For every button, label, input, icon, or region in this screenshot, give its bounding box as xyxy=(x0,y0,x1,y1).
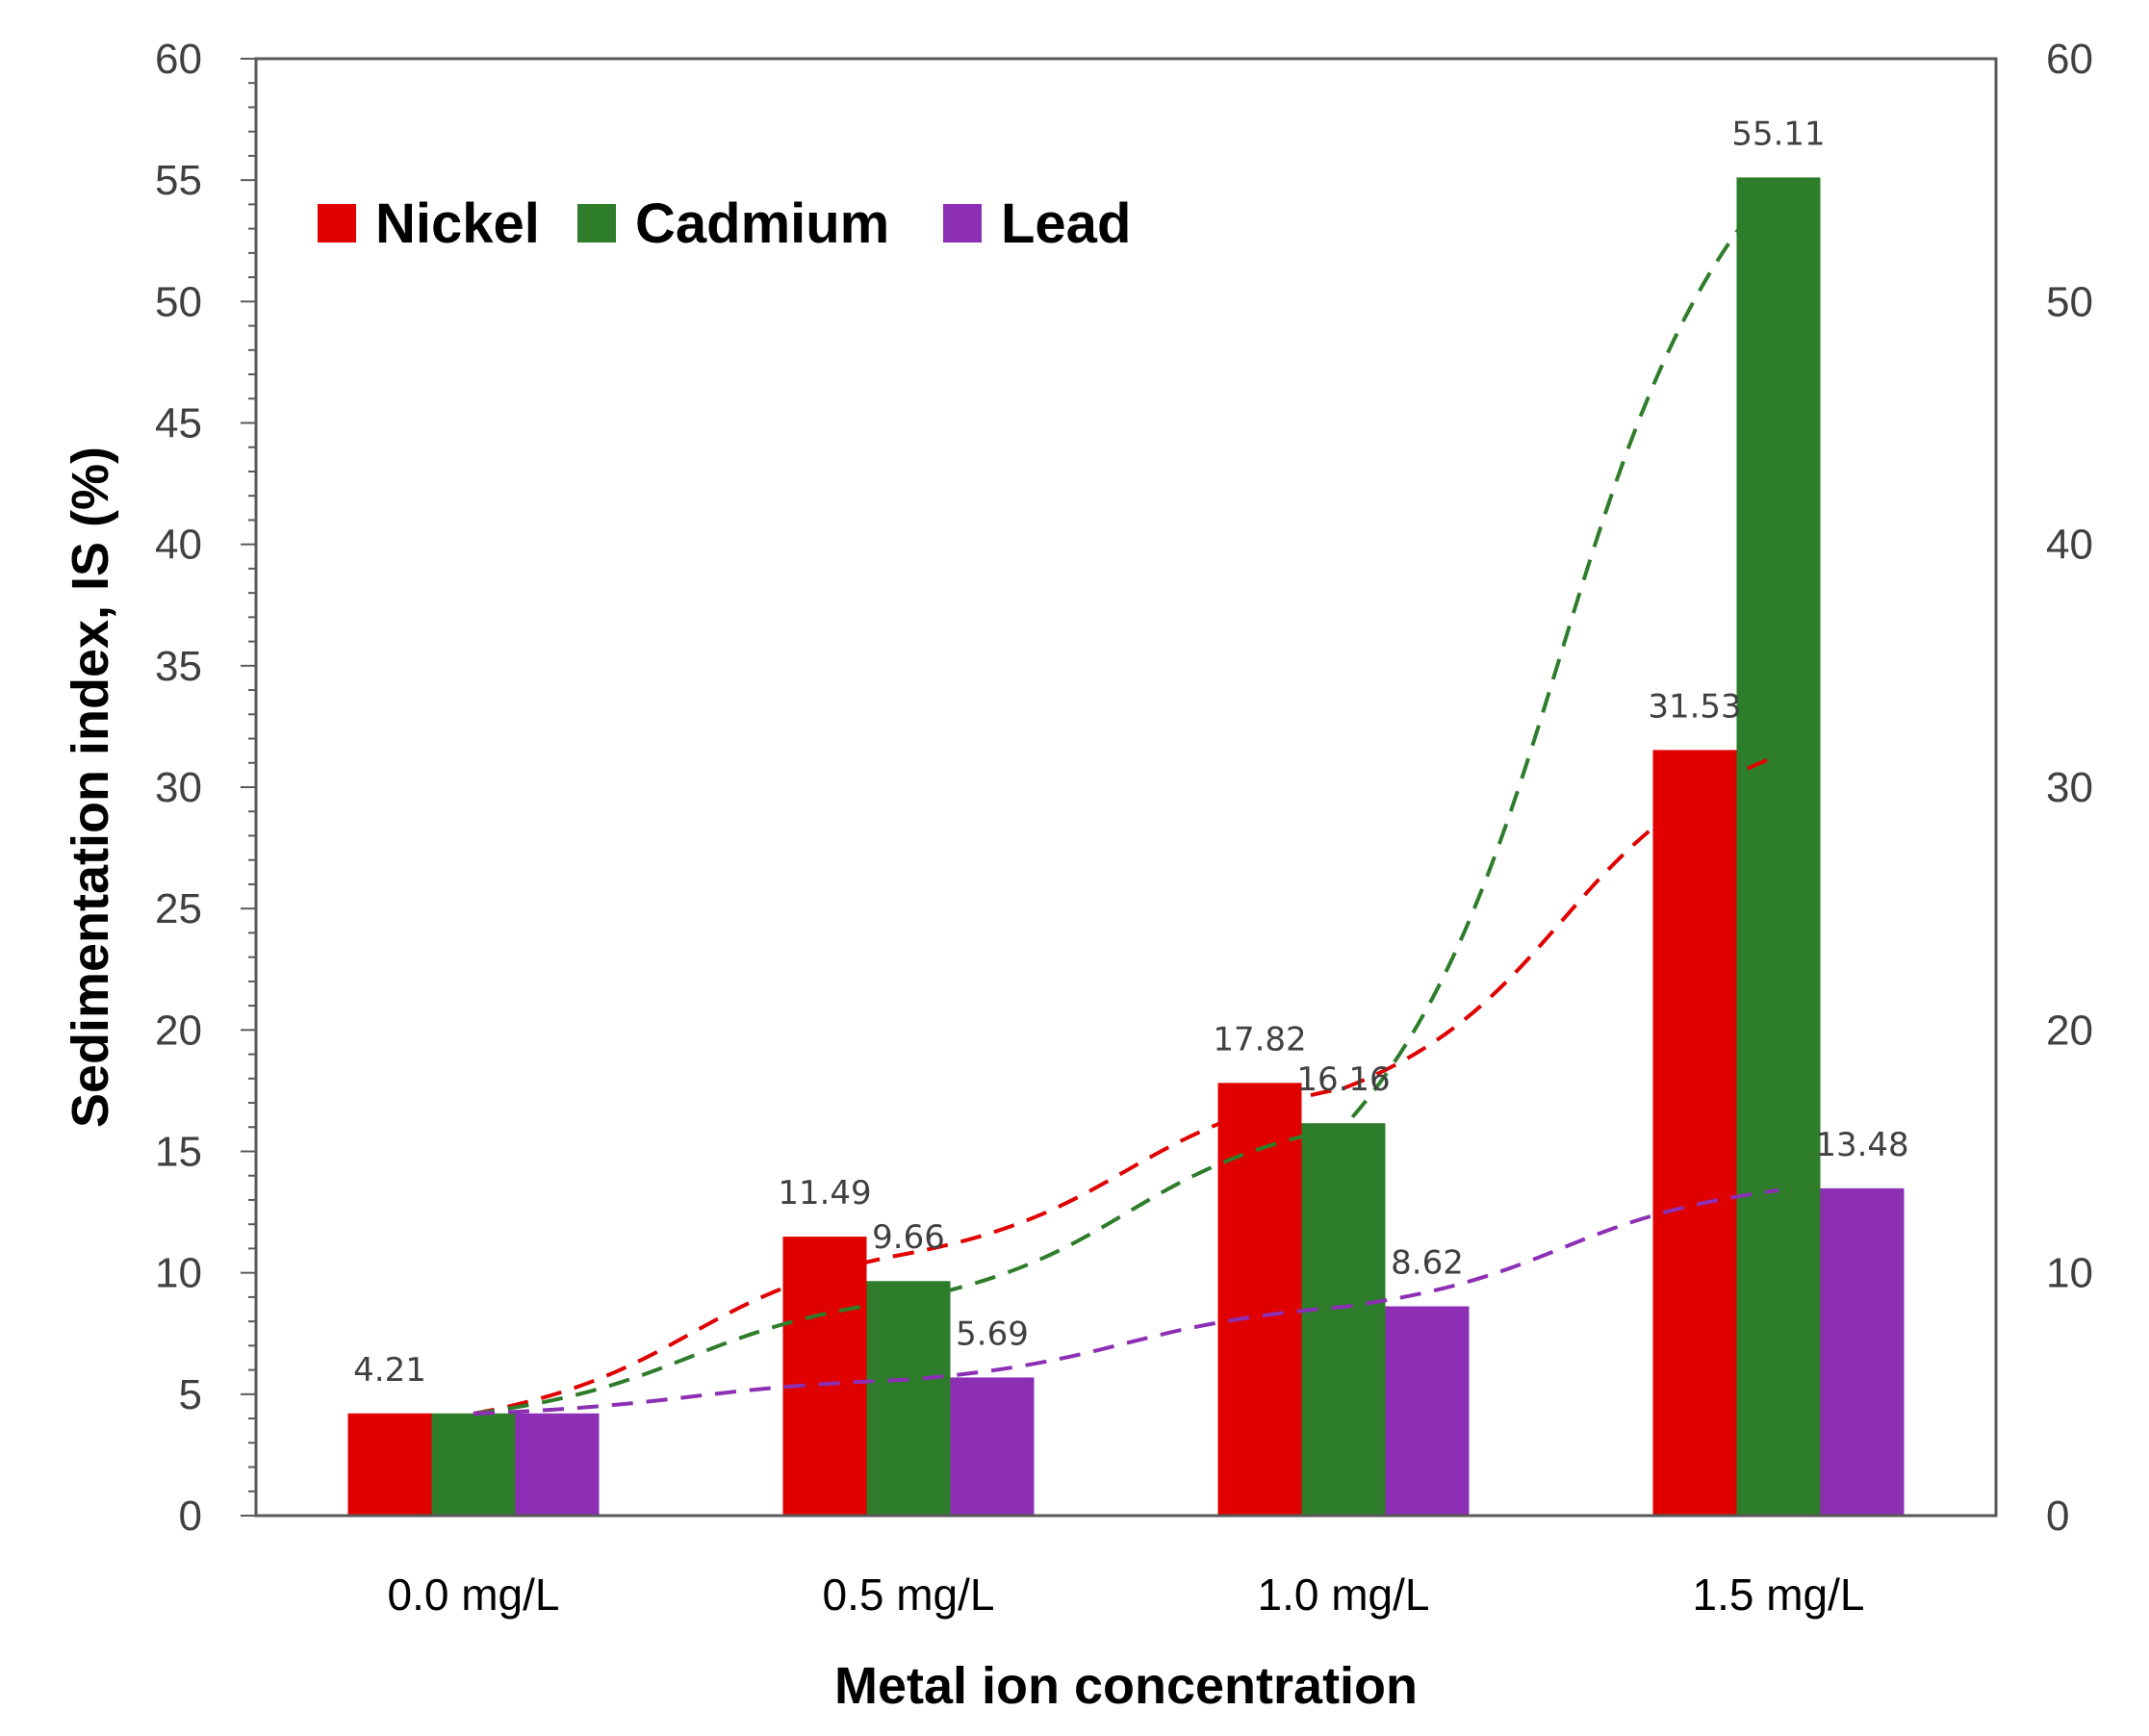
data-label-nickel: 11.49 xyxy=(778,1174,871,1213)
y-tick-label: 50 xyxy=(155,278,202,325)
data-labels: 4.21 11.49 17.82 31.53 9.66 16.16 55.11 5.69 8.6… xyxy=(353,115,1909,1389)
data-label-lead: 5.69 xyxy=(956,1315,1029,1353)
x-tick-label: 1.0 mg/L xyxy=(1258,1570,1430,1620)
data-label-lead: 13.48 xyxy=(1815,1126,1908,1164)
y-axis-title: Sedimentation index, IS (%) xyxy=(62,447,119,1128)
right-y-axis: 0 10 20 30 40 50 60 xyxy=(2046,36,2093,1540)
y-tick-label: 5 xyxy=(179,1371,202,1418)
y2-tick-label: 30 xyxy=(2046,764,2093,811)
bar-nickel xyxy=(1652,750,1737,1516)
bar-nickel xyxy=(1217,1083,1302,1516)
bar-cadmium xyxy=(431,1413,516,1516)
x-tick-label: 0.0 mg/L xyxy=(388,1570,560,1620)
legend-swatch-nickel xyxy=(318,204,356,243)
legend-label-lead: Lead xyxy=(1001,192,1131,255)
y-tick-label: 25 xyxy=(155,885,202,932)
y2-tick-label: 0 xyxy=(2046,1493,2069,1540)
trendlines xyxy=(473,178,1780,1417)
y2-tick-label: 10 xyxy=(2046,1250,2093,1297)
legend-label-nickel: Nickel xyxy=(375,192,540,255)
bar-cadmium xyxy=(1736,177,1821,1517)
legend-label-cadmium: Cadmium xyxy=(635,192,889,255)
y-tick-label: 30 xyxy=(155,764,202,811)
bar-lead xyxy=(1385,1306,1470,1516)
left-y-axis: 0 5 10 15 20 25 30 35 40 45 50 55 60 xyxy=(155,36,256,1540)
data-label-cadmium: 9.66 xyxy=(872,1218,945,1257)
y-tick-label: 35 xyxy=(155,643,202,690)
legend: Nickel Cadmium Lead xyxy=(318,192,1131,255)
data-label-lead: 8.62 xyxy=(1391,1243,1464,1282)
data-label-nickel: 31.53 xyxy=(1648,687,1741,726)
plot-area-frame xyxy=(254,57,1998,1518)
x-tick-label: 1.5 mg/L xyxy=(1693,1570,1865,1620)
data-label-cadmium: 16.16 xyxy=(1296,1060,1390,1099)
y-tick-label: 10 xyxy=(155,1250,202,1297)
bar-series xyxy=(347,177,1905,1517)
y2-tick-label: 60 xyxy=(2046,36,2093,83)
data-label-nickel: 4.21 xyxy=(353,1351,426,1390)
x-axis-title: Metal ion concentration xyxy=(834,1657,1418,1715)
bar-nickel xyxy=(347,1413,432,1516)
legend-swatch-lead xyxy=(943,204,982,243)
y-tick-label: 40 xyxy=(155,522,202,569)
trendline-cadmium xyxy=(473,178,1780,1417)
x-axis-tick-labels: 0.0 mg/L 0.5 mg/L 1.0 mg/L 1.5 mg/L xyxy=(388,1570,1865,1620)
y-tick-label: 20 xyxy=(155,1007,202,1054)
bar-nickel xyxy=(782,1237,867,1516)
bar-lead xyxy=(950,1377,1035,1516)
y-tick-label: 15 xyxy=(155,1129,202,1176)
y2-tick-label: 20 xyxy=(2046,1007,2093,1054)
y2-tick-label: 50 xyxy=(2046,278,2093,325)
x-tick-label: 0.5 mg/L xyxy=(823,1570,995,1620)
y-tick-label: 45 xyxy=(155,400,202,447)
legend-swatch-cadmium xyxy=(577,204,616,243)
y-tick-label: 60 xyxy=(155,36,202,83)
bar-lead xyxy=(1820,1187,1905,1516)
bar-cadmium xyxy=(1301,1123,1386,1516)
trendline-lead xyxy=(473,1187,1779,1417)
data-label-cadmium: 55.11 xyxy=(1731,115,1825,153)
y-tick-label: 55 xyxy=(155,157,202,204)
y-tick-label: 0 xyxy=(179,1493,202,1540)
y2-tick-label: 40 xyxy=(2046,522,2093,569)
trendline-nickel xyxy=(473,753,1779,1416)
data-label-nickel: 17.82 xyxy=(1213,1020,1306,1059)
bar-lead xyxy=(515,1413,600,1516)
bar-cadmium xyxy=(866,1281,951,1516)
